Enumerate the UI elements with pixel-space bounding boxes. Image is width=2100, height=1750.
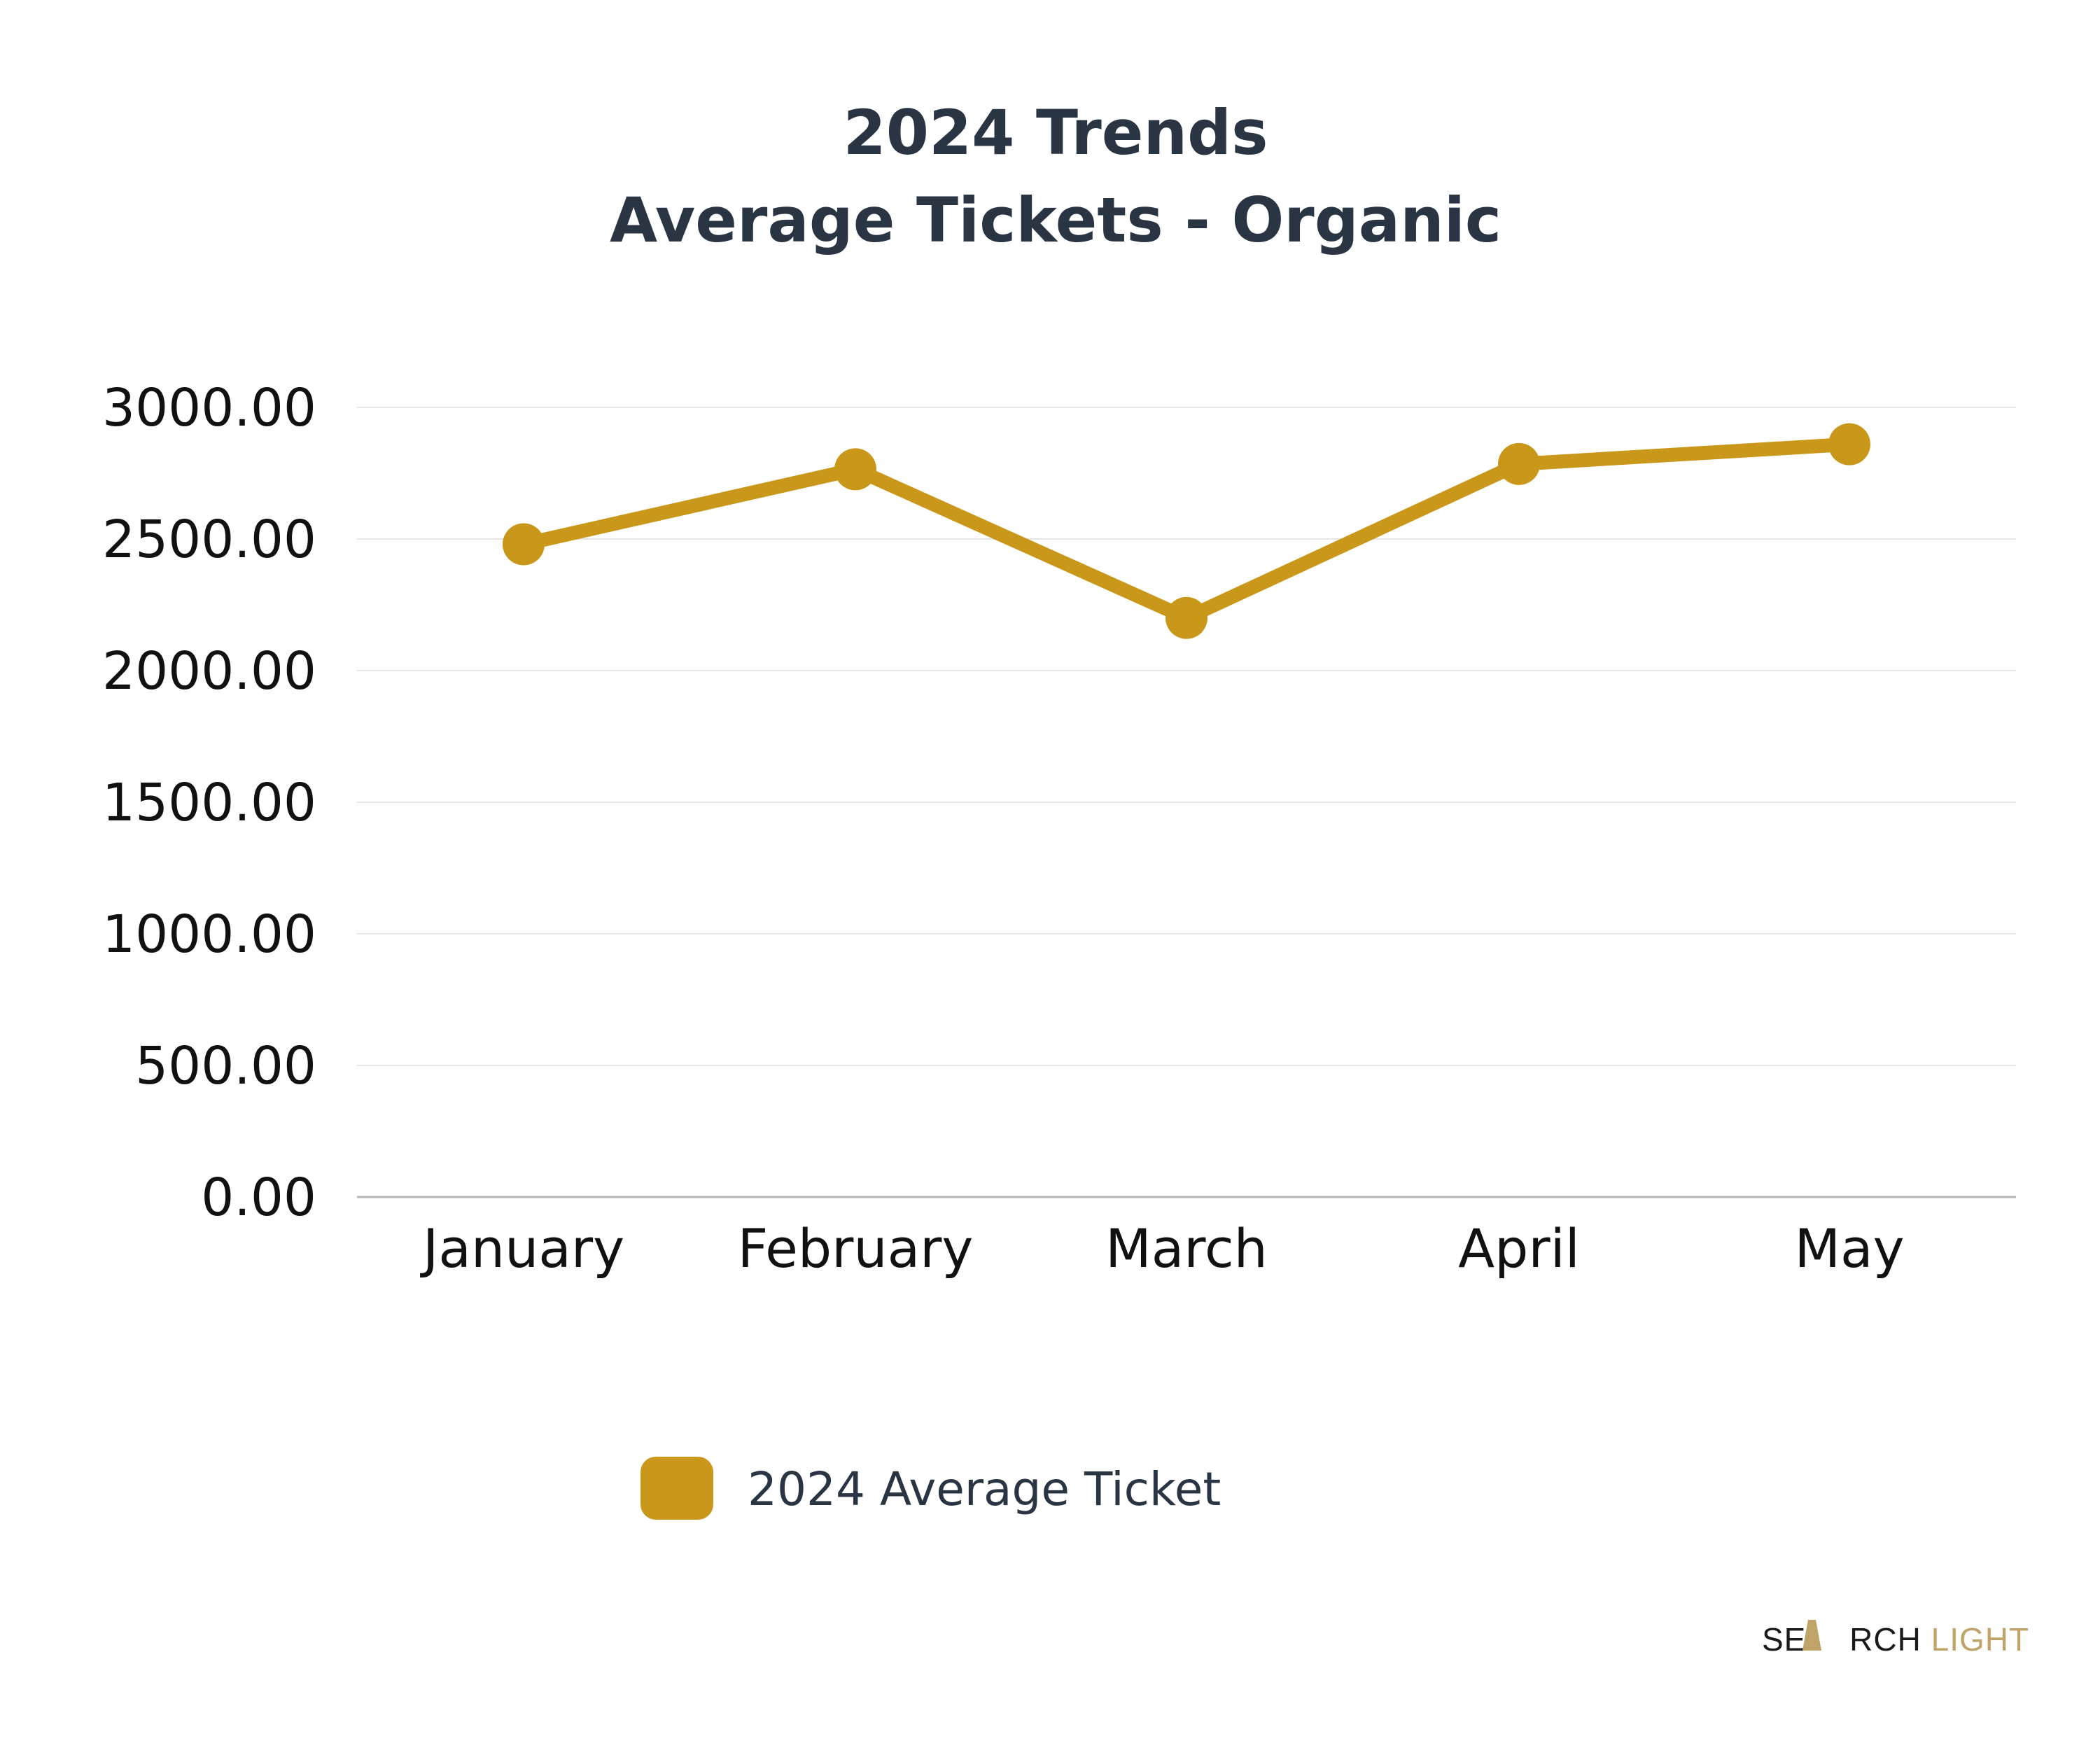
legend: 2024 Average Ticket (640, 1457, 1221, 1520)
y-axis-ticks: 0.00 500.00 1000.00 1500.00 2000.00 2500.00 30… (102, 378, 316, 1228)
data-point (503, 523, 545, 566)
data-point (1166, 596, 1208, 639)
series-line (517, 437, 1856, 625)
y-tick-label: 3000.00 (102, 378, 316, 438)
legend-label: 2024 Average Ticket (748, 1462, 1221, 1516)
searchlight-logo: SE RCH LIGHT (1762, 1620, 2029, 1658)
y-tick-label: 2000.00 (102, 641, 316, 701)
y-tick-label: 0.00 (201, 1168, 316, 1228)
chart-subtitle: Average Tickets - Organic (610, 184, 1502, 256)
y-tick-label: 1500.00 (102, 773, 316, 833)
svg-text:SE RCH LIGHT: SE RCH LIGHT (1762, 1621, 2029, 1658)
x-tick-label: March (1105, 1217, 1268, 1280)
x-tick-label: February (738, 1217, 974, 1280)
y-tick-label: 1000.00 (102, 904, 316, 965)
legend-swatch (640, 1457, 713, 1520)
logo-text-dark: SE (1762, 1621, 1806, 1658)
data-point (1498, 442, 1540, 485)
logo-text-mid: RCH (1849, 1621, 1921, 1658)
y-tick-label: 2500.00 (102, 510, 316, 570)
y-tick-label: 500.00 (135, 1036, 316, 1096)
x-axis-ticks: January February March April May (420, 1217, 1905, 1280)
chart-title: 2024 Trends (843, 97, 1268, 169)
x-tick-label: May (1794, 1217, 1904, 1280)
data-point (1828, 423, 1870, 465)
data-point (834, 448, 876, 491)
x-tick-label: April (1458, 1217, 1580, 1280)
spotlight-icon (1802, 1620, 1821, 1651)
logo-text-light: LIGHT (1931, 1621, 2029, 1658)
gridlines (357, 407, 2016, 1198)
x-tick-label: January (420, 1217, 624, 1280)
series-2024-average-ticket (503, 423, 1870, 639)
